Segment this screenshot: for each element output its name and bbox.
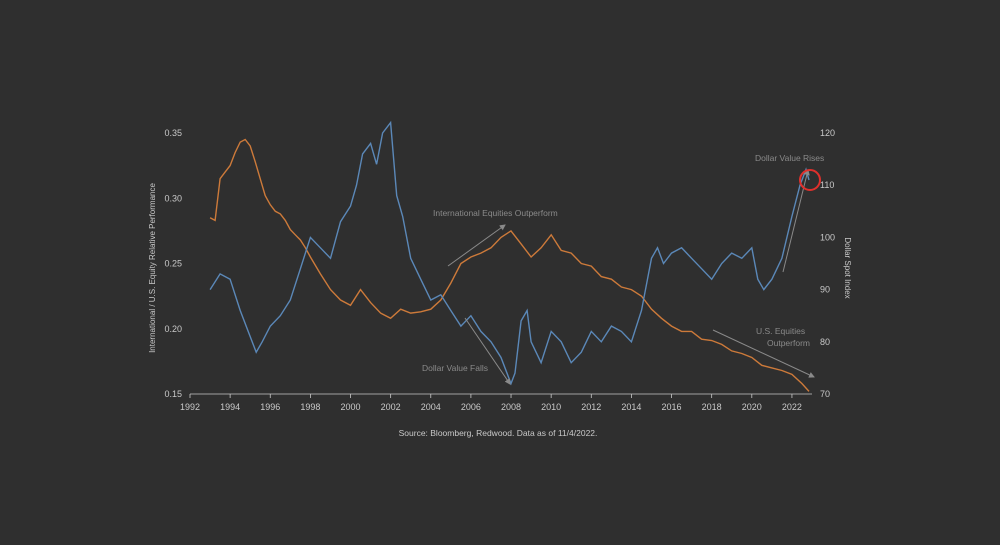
annotation-dollar-value-rises: Dollar Value Rises (755, 153, 824, 163)
x-tick-label: 2018 (702, 402, 722, 412)
right-y-tick-label: 100 (820, 232, 835, 242)
dollar-falls-arrow (464, 317, 511, 385)
chart-source-note: Source: Bloomberg, Redwood. Data as of 1… (399, 428, 598, 438)
annotation-dollar-value-falls: Dollar Value Falls (422, 363, 488, 373)
annotation-outperform: Outperform (767, 338, 810, 348)
highlight-circle (799, 169, 821, 191)
x-tick-label: 2004 (421, 402, 441, 412)
x-tick-label: 2008 (501, 402, 521, 412)
x-tick-label: 2000 (341, 402, 361, 412)
right-y-tick-label: 90 (820, 285, 830, 295)
x-axis-ticks: 1992 1994 1996 1998 2000 2002 2004 2006 2008 2010… (180, 394, 802, 412)
left-y-tick-label: 0.30 (164, 193, 182, 203)
x-tick-label: 2022 (782, 402, 802, 412)
x-tick-label: 1992 (180, 402, 200, 412)
x-tick-label: 1998 (300, 402, 320, 412)
dollar-spot-index-line (209, 120, 810, 386)
x-tick-label: 1996 (260, 402, 280, 412)
right-y-tick-label: 80 (820, 337, 830, 347)
x-tick-label: 2010 (541, 402, 561, 412)
right-y-tick-label: 120 (820, 128, 835, 138)
us-equities-outperform-arrow (712, 329, 815, 378)
left-y-axis-ticks: 0.35 0.30 0.25 0.20 0.15 (164, 128, 182, 399)
x-tick-label: 2002 (381, 402, 401, 412)
left-y-tick-label: 0.25 (164, 259, 182, 269)
right-y-tick-label: 110 (820, 180, 834, 190)
x-tick-label: 2014 (621, 402, 641, 412)
left-y-tick-label: 0.20 (164, 324, 182, 334)
right-y-axis-title: Dollar Spot Index (843, 237, 852, 298)
right-y-axis-ticks: 120 110 100 90 80 70 (820, 128, 835, 399)
annotation-international-equities-outperform: International Equities Outperform (433, 208, 558, 218)
x-tick-label: 2016 (662, 402, 682, 412)
dollar-rises-arrow (782, 169, 810, 273)
x-tick-label: 2020 (742, 402, 762, 412)
annotation-us-equities: U.S. Equities (756, 326, 805, 336)
left-y-axis-title: International / U.S. Equity Relative Per… (148, 183, 157, 353)
left-y-tick-label: 0.15 (164, 389, 182, 399)
right-y-tick-label: 70 (820, 389, 830, 399)
equities-outperform-arrow (447, 224, 506, 267)
equity-relative-performance-line (209, 138, 810, 392)
x-tick-label: 2006 (461, 402, 481, 412)
x-tick-label: 1994 (220, 402, 240, 412)
x-tick-label: 2012 (581, 402, 601, 412)
left-y-tick-label: 0.35 (164, 128, 182, 138)
